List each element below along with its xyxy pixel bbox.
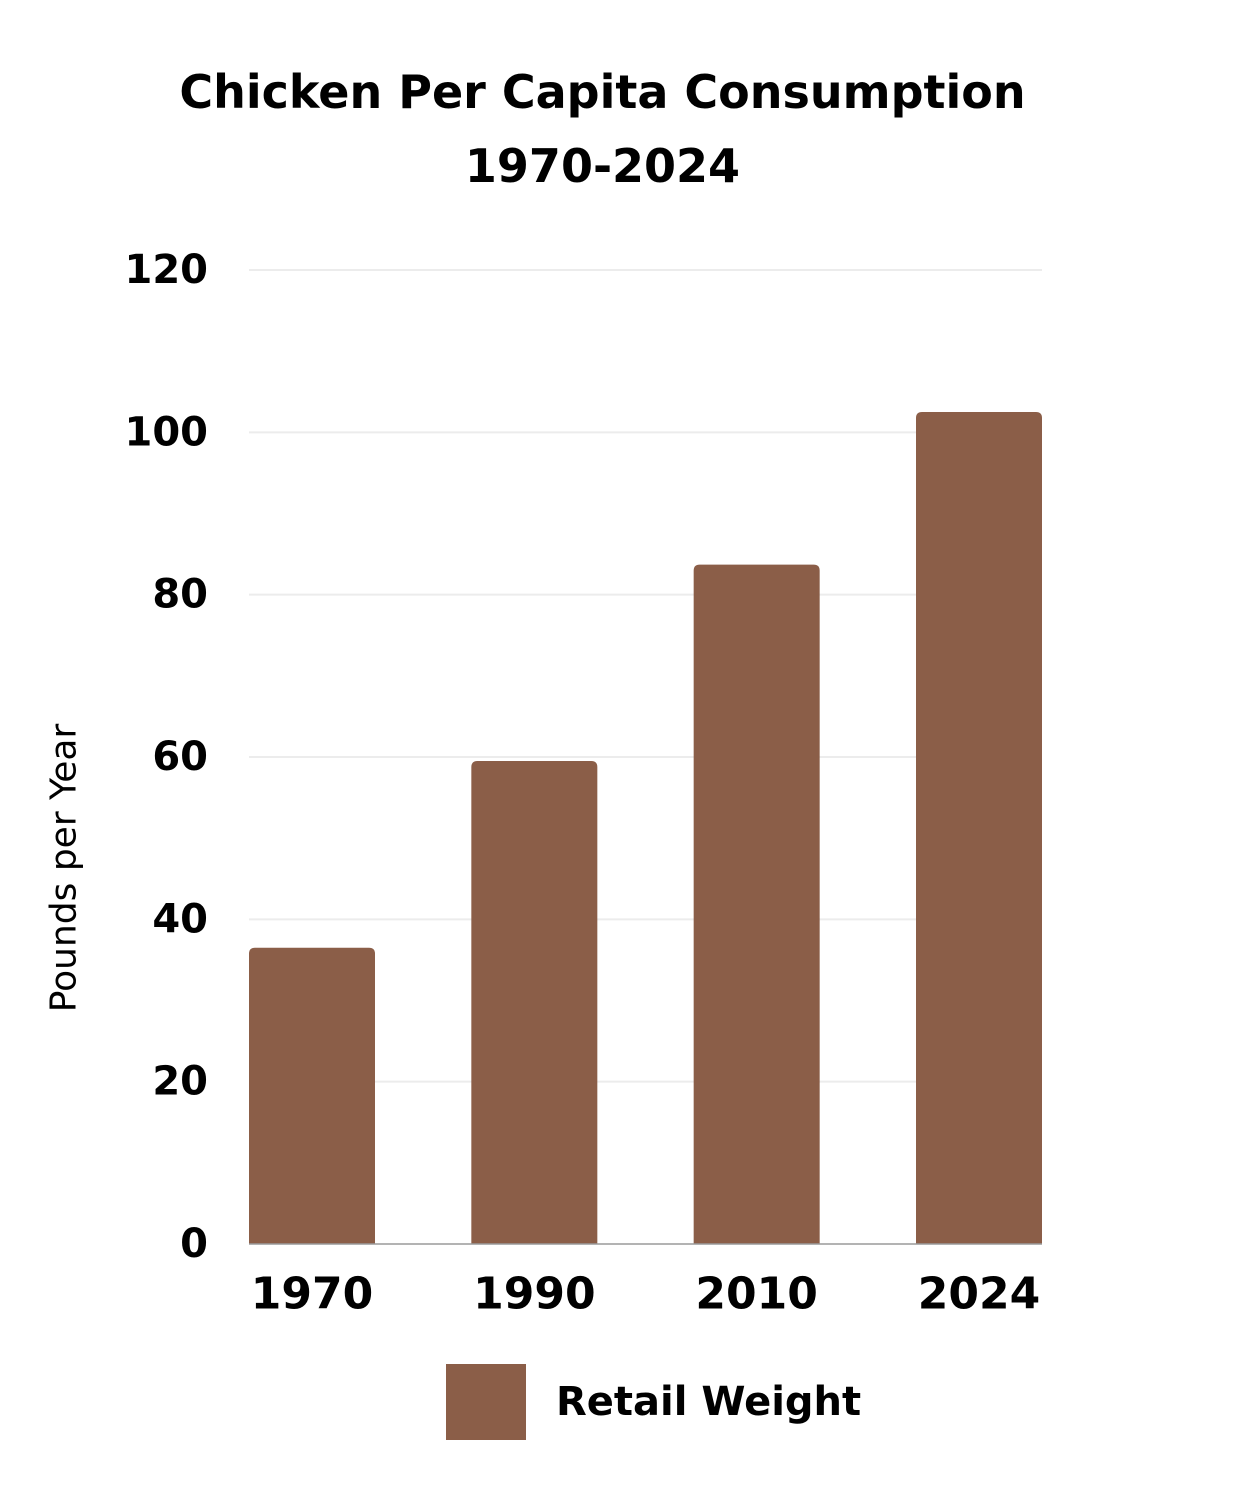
legend-label-retail-weight: Retail Weight [556,1379,862,1425]
y-tick-label: 120 [125,247,209,293]
x-tick-label: 2010 [695,1269,817,1320]
y-tick-label: 0 [180,1221,208,1267]
bar-2010 [693,564,820,1244]
x-tick-label: 2024 [918,1269,1040,1320]
chart-title-line-1: Chicken Per Capita Consumption [179,65,1026,119]
y-tick-labels: 0 20 40 60 80 100 120 [125,247,209,1267]
x-tick-labels: 1970 1990 2010 2024 [251,1269,1040,1320]
x-tick-label: 1970 [251,1269,373,1320]
y-tick-label: 100 [125,409,209,455]
y-tick-label: 80 [152,572,208,618]
gridlines [249,269,1042,1083]
legend: Retail Weight [446,1364,861,1440]
legend-swatch-retail-weight [446,1364,526,1440]
bars [249,412,1042,1245]
y-tick-label: 20 [152,1059,208,1105]
bar-1990 [471,761,598,1244]
chart-title-line-2: 1970-2024 [464,139,741,193]
x-tick-label: 1990 [473,1269,595,1320]
bar-2024 [916,412,1042,1245]
y-tick-label: 60 [152,734,208,780]
bar-1970 [249,947,375,1244]
bar-chart: 0 20 40 60 80 100 120 1970 1990 2010 2024 [125,247,1042,1320]
y-tick-label: 40 [152,896,208,942]
